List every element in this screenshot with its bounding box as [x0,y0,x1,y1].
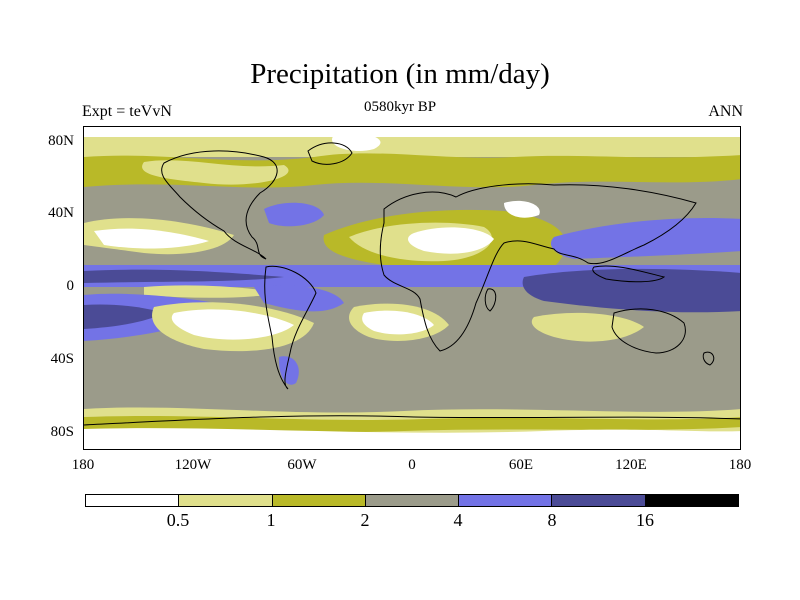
colorbar-label-16: 16 [636,510,654,530]
colorbar-label-1: 1 [266,510,276,530]
madagascar-coast [484,288,497,312]
south-pacific-wet-core [84,304,164,329]
experiment-label: Expt = teVvN [82,103,172,120]
colorbar-cell-gt-16 [645,495,738,506]
precipitation-map [83,126,741,450]
colorbar-label-2: 2 [360,510,370,530]
south-pacific-dry-core [171,309,294,340]
lon-label-120e: 120E [615,457,647,473]
colorbar-cell-4-8 [459,495,553,506]
sahara-dry-core [408,227,494,254]
maritime-continent-core [522,268,740,313]
lat-label-80s: 80S [50,424,74,440]
north-atlantic-wet-patch [264,202,324,227]
colorbar-cell-8-16 [552,495,646,506]
new-zealand-coast [702,351,715,366]
central-asia-dry-core [504,200,540,218]
north-america-light-band [142,160,289,185]
colorbar-cell-1-2 [272,495,366,506]
arctic-dry-patch [332,133,381,152]
lat-label-0: 0 [66,278,75,294]
antarctic-dry-band [84,428,740,449]
greenland-coast [307,142,353,165]
north-pacific-dry-core [94,228,209,249]
lat-label-80n: 80N [48,133,74,149]
colorbar-label-0-5: 0.5 [166,510,190,530]
eurasia-africa-coast [379,183,697,352]
antarctica-coast [84,415,740,426]
south-america-coast [264,265,317,390]
itcz-pacific-core [84,269,284,283]
colorbar-cell-2-4 [365,495,460,506]
lon-label-60e: 60E [508,457,534,473]
colorbar-label-4: 4 [453,510,463,530]
patagonia-wet-patch [278,356,299,385]
coastlines [84,142,740,426]
colorbar [85,494,739,507]
map-title: Precipitation (in mm/day) [250,58,550,90]
lon-label-120w: 120W [174,457,212,473]
lon-label-0: 0 [408,457,416,473]
lon-label-180-right: 180 [728,457,752,473]
arctic-dry-edge [84,127,740,137]
amazon-wet-patch [254,285,344,312]
asia-monsoon-band [550,218,740,259]
north-america-coast [161,150,278,260]
southern-ocean-mid-band [84,416,740,433]
south-atlantic-dry-core [362,310,434,335]
map-subtitle: 0580kyr BP [363,99,437,115]
precipitation-contour-map [84,127,740,449]
lat-label-40s: 40S [50,351,74,367]
lat-label-40n: 40N [48,205,74,221]
east-pacific-dry-tongue [144,285,284,298]
colorbar-label-8: 8 [547,510,557,530]
australia-coast [611,308,686,354]
period-label: ANN [708,103,743,120]
lon-label-60w: 60W [287,457,317,473]
colorbar-cell-lt-0-5 [86,495,180,506]
colorbar-cell-0-5-1 [179,495,273,506]
indonesia-coast [592,265,666,283]
lon-label-180-left: 180 [71,457,95,473]
